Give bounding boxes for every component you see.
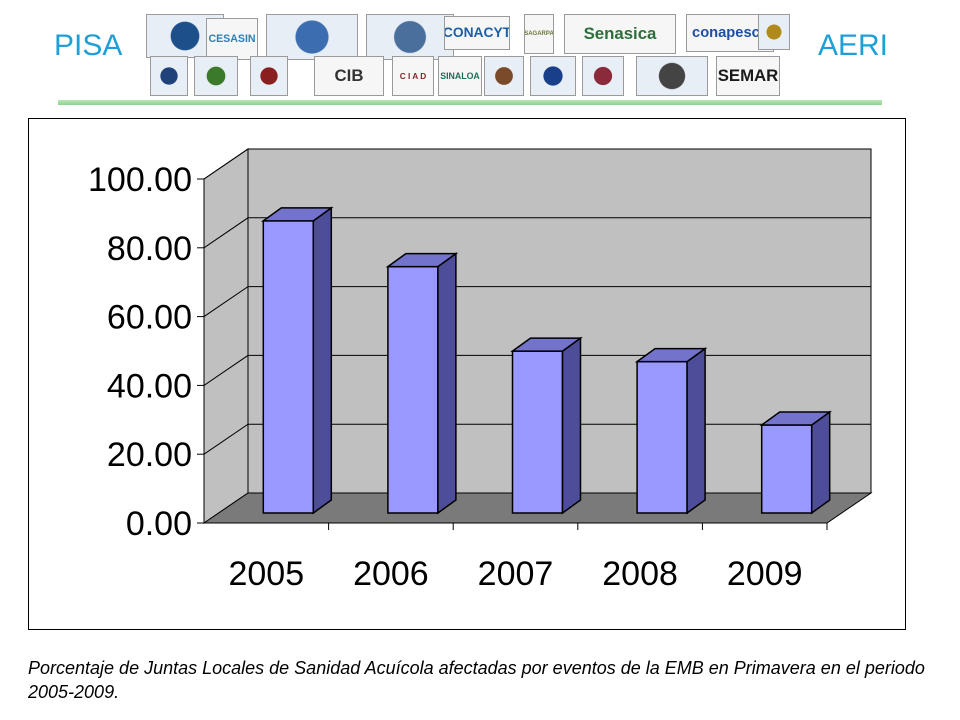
- chart-caption: Porcentaje de Juntas Locales de Sanidad …: [28, 658, 925, 702]
- bar-2008: [636, 360, 688, 514]
- comite-bcs-logo: [366, 14, 454, 60]
- gridline: [203, 217, 871, 249]
- bar-2007: [511, 350, 564, 514]
- bar-side-2009: [810, 410, 831, 515]
- bar-2005: [262, 220, 315, 514]
- bar-top-2006: [385, 252, 459, 268]
- unam-logo: [150, 56, 188, 96]
- y-tick-label: 80.00: [107, 230, 192, 268]
- bar-side-2006: [437, 252, 457, 515]
- cesasin-logo: CESASIN: [206, 18, 258, 60]
- emblem-logo: [758, 14, 790, 50]
- semar-logo: SEMAR: [716, 56, 780, 96]
- chart-side-wall: [203, 148, 249, 524]
- y-tick-label: 60.00: [107, 299, 192, 337]
- bar-top-2009: [759, 411, 833, 426]
- bar-top-2007: [510, 337, 583, 352]
- x-tick-label: 2007: [478, 555, 554, 593]
- gridline: [203, 286, 871, 318]
- bar-side-2005: [312, 206, 333, 515]
- round-crest-logo: [582, 56, 624, 96]
- x-tick-label: 2006: [353, 555, 429, 593]
- conacyt-logo: CONACYT: [444, 16, 510, 50]
- gridline: [203, 148, 871, 180]
- y-tick-label: 100.00: [88, 161, 192, 199]
- crest-green-logo: [194, 56, 238, 96]
- aeri-label: AERI: [818, 29, 889, 62]
- chart-frame: 0.00 20.00 40.00 60.00 80.00 100.00 2005 2006 20…: [28, 118, 906, 630]
- figure-logo: [484, 56, 524, 96]
- crest-red-logo: [250, 56, 288, 96]
- x-tick-label: 2005: [228, 555, 304, 593]
- round-seal-logo: [530, 56, 576, 96]
- sinaloa-logo: SINALOA: [438, 56, 482, 96]
- ciad-logo: C I A D: [392, 56, 434, 96]
- diagnostic-network-logo: [636, 56, 708, 96]
- y-tick-label: 20.00: [107, 436, 192, 474]
- bar-side-2007: [561, 336, 582, 515]
- bar-2009: [760, 424, 813, 514]
- sagarpa-logo: SAGARPA: [524, 14, 554, 54]
- comite-nayarit-logo: [266, 14, 358, 60]
- x-tick-label: 2008: [602, 555, 678, 593]
- x-tick-label: 2009: [727, 555, 803, 593]
- y-tick-label: 40.00: [107, 367, 192, 405]
- bar-2006: [387, 265, 439, 514]
- senasica-logo: Senasica: [564, 14, 676, 54]
- pisa-label: PISA: [54, 29, 123, 62]
- bar-chart: 0.00 20.00 40.00 60.00 80.00 100.00 2005 2006 20…: [88, 148, 873, 593]
- cib-logo: CIB: [314, 56, 384, 96]
- y-tick-label: 0.00: [126, 505, 192, 543]
- header-divider: [58, 100, 882, 105]
- bar-top-2005: [260, 207, 334, 222]
- bar-top-2008: [634, 347, 708, 363]
- bar-side-2008: [686, 347, 706, 515]
